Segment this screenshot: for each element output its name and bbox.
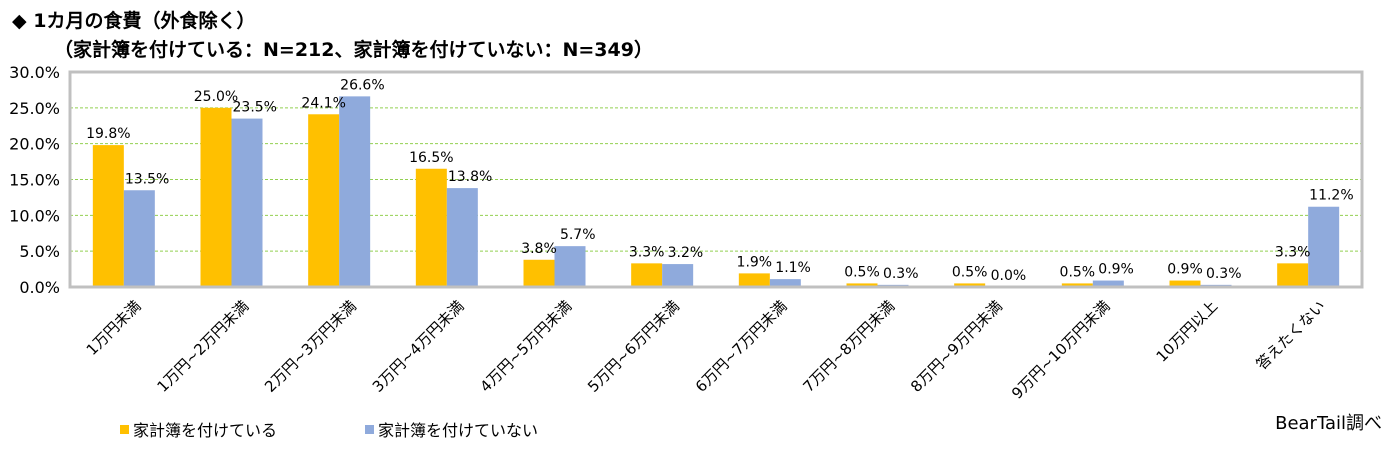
legend-item-series1: 家計簿を付けている [120,417,277,441]
bar-series2 [123,190,155,287]
data-labels: 19.8% 13.5% 25.0%23.5% 24.1% 26.6% 16.5% 13.8%… [86,77,1354,284]
bars [92,96,1340,288]
y-tick-label: 25.0% [9,99,60,118]
data-label-series2: 11.2% [1309,188,1353,204]
x-tick-label: 5万円~6万円未満 [584,297,683,396]
data-label-series1: 19.8% [86,126,130,142]
y-tick-label: 5.0% [19,242,60,261]
data-label-series2: 0.9% [1098,262,1134,278]
data-label-series1: 3.8% [521,241,557,257]
bar-series2 [446,188,478,287]
data-label-series2: 1.1% [775,260,811,276]
data-label-series2: 13.8% [448,169,492,185]
data-label-series1: 0.5% [952,264,988,280]
bar-series1 [1277,263,1309,287]
x-tick-label: 3万円~4万円未満 [369,297,468,396]
bar-series1 [415,168,447,287]
data-label-series1: 3.3% [629,244,665,260]
legend-swatch-series2 [365,424,374,434]
bar-series1 [738,273,770,287]
bar-series2 [339,96,371,287]
y-tick-label: 15.0% [9,171,60,190]
bar-series1 [92,145,124,287]
bar-series1 [954,283,986,287]
data-label-series1: 0.5% [1060,264,1096,280]
data-label-series1: 3.3% [1275,244,1311,260]
data-label-series2: 0.3% [883,266,919,282]
x-tick-label: 1万円未満 [83,297,145,359]
bar-series1 [1169,280,1201,287]
bar-series2 [1092,280,1124,287]
x-tick-label: 2万円~3万円未満 [261,297,360,396]
data-label-series1: 0.9% [1167,262,1203,278]
data-label-series2: 26.6% [340,77,384,93]
y-tick-label: 0.0% [19,278,60,297]
bar-series1 [200,107,232,287]
x-tick-label: 1万円~2万円未満 [153,297,252,396]
data-label-series2: 0.3% [1206,266,1242,282]
source-credit: BearTail調べ [1275,413,1382,434]
x-tick-label: 答えたくない [1253,297,1329,373]
data-label-series2: 13.5% [125,171,169,187]
data-label-series1: 0.5% [844,264,880,280]
y-axis: 0.0% 5.0% 10.0% 15.0% 20.0% 25.0% 30.0% [9,63,60,297]
data-label-series2: 3.2% [668,245,704,261]
legend-label-series1: 家計簿を付けている [133,421,278,440]
bar-series2 [231,118,263,287]
bar-series2 [662,264,694,287]
y-tick-label: 10.0% [9,206,60,225]
bar-series2 [554,246,586,287]
data-label-series1: 1.9% [737,254,773,270]
x-axis: 1万円未満 1万円~2万円未満 2万円~3万円未満 3万円~4万円未満 4万円~5万円未… [83,297,1329,403]
x-tick-label: 10万円以上 [1153,297,1222,366]
x-tick-label: 4万円~5万円未満 [476,297,575,396]
y-tick-label: 30.0% [9,63,60,82]
x-tick-label: 6万円~7万円未満 [692,297,791,396]
legend-label-series2: 家計簿を付けていない [378,421,539,440]
chart-title-line1: ◆ 1カ月の食費（外食除く） [12,10,256,32]
x-tick-label: 9万円~10万円未満 [1008,297,1114,403]
legend-swatch-series1 [120,424,129,434]
data-label-series1: 24.1% [301,95,345,111]
chart-title-line2: （家計簿を付けている：N=212、家計簿を付けていない：N=349） [54,39,653,61]
gridlines [70,107,1362,252]
y-tick-label: 20.0% [9,135,60,154]
bar-series1 [846,283,878,287]
data-label-series1: 25.0% [194,89,238,105]
legend-item-series2: 家計簿を付けていない [365,417,538,441]
bar-series1 [631,263,663,287]
data-label-series2: 0.0% [991,268,1027,284]
bar-series1 [308,114,340,288]
bar-series1 [523,259,555,287]
data-label-series1: 16.5% [409,150,453,166]
plot-frame [68,70,1364,289]
bar-series2 [769,279,801,287]
data-label-series2: 5.7% [560,227,596,243]
bar-series2 [1308,206,1340,287]
x-tick-label: 8万円~9万円未満 [907,297,1006,396]
bar-series1 [1061,283,1093,287]
x-tick-label: 7万円~8万円未満 [799,297,898,396]
data-label-series2: 23.5% [233,100,277,116]
